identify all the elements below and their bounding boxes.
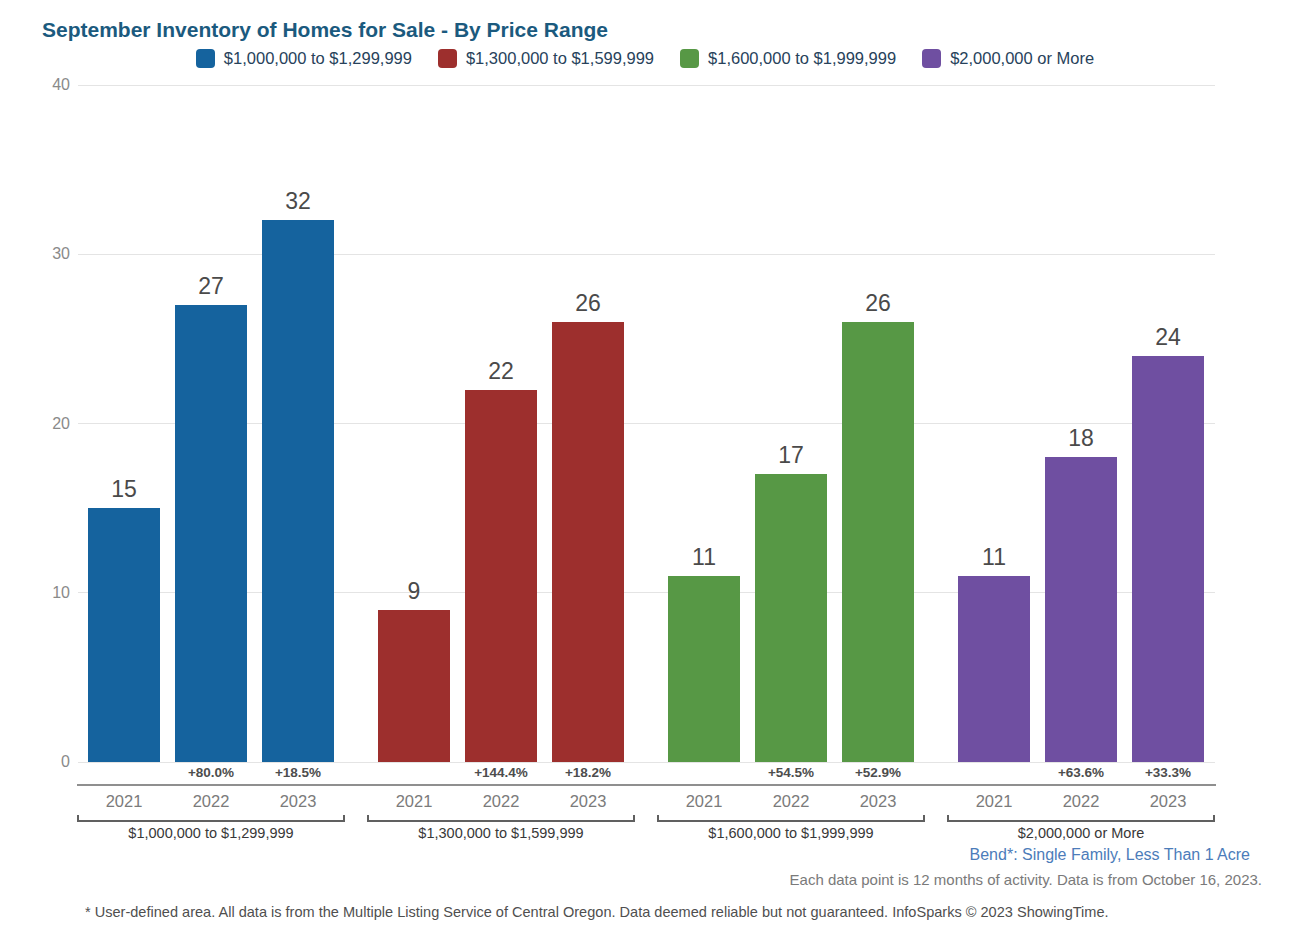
bar-group2-2022[interactable] xyxy=(465,390,537,762)
y-axis-tick-label: 30 xyxy=(0,243,70,265)
group-axis-line xyxy=(77,784,1216,786)
bar-value-label: 15 xyxy=(74,474,174,504)
bar-group3-2022[interactable] xyxy=(755,474,827,762)
legend-item-label: $1,000,000 to $1,299,999 xyxy=(224,49,412,68)
group-bracket xyxy=(367,815,635,822)
area-filter-label: Bend*: Single Family, Less Than 1 Acre xyxy=(970,846,1250,864)
legend-swatch-icon xyxy=(196,49,215,68)
x-axis-year-label: 2023 xyxy=(254,791,342,812)
x-axis-year-label: 2023 xyxy=(834,791,922,812)
bar-group2-2021[interactable] xyxy=(378,610,450,762)
bar-value-label: 26 xyxy=(538,288,638,318)
legend-swatch-icon xyxy=(922,49,941,68)
bar-value-label: 18 xyxy=(1031,423,1131,453)
bar-group1-2022[interactable] xyxy=(175,305,247,762)
bar-value-label: 17 xyxy=(741,440,841,470)
legend-item[interactable]: $2,000,000 or More xyxy=(922,49,1094,68)
group-bracket xyxy=(77,815,345,822)
y-axis-tick-label: 10 xyxy=(0,582,70,604)
gridline-40 xyxy=(78,85,1215,86)
bar-value-label: 11 xyxy=(944,542,1044,572)
pct-change-label: +144.4% xyxy=(451,763,551,782)
bar-group4-2021[interactable] xyxy=(958,576,1030,762)
pct-change-label: +18.2% xyxy=(538,763,638,782)
legend-item[interactable]: $1,000,000 to $1,299,999 xyxy=(196,49,412,68)
disclaimer: * User-defined area. All data is from th… xyxy=(85,903,1109,920)
bar-value-label: 22 xyxy=(451,356,551,386)
bar-value-label: 26 xyxy=(828,288,928,318)
gridline-30 xyxy=(78,254,1215,255)
x-axis-year-label: 2022 xyxy=(747,791,835,812)
bar-value-label: 24 xyxy=(1118,322,1218,352)
bar-group1-2023[interactable] xyxy=(262,220,334,762)
bar-value-label: 11 xyxy=(654,542,754,572)
group-range-label: $1,600,000 to $1,999,999 xyxy=(657,824,925,843)
pct-change-label: +63.6% xyxy=(1031,763,1131,782)
chart-page: September Inventory of Homes for Sale - … xyxy=(0,0,1315,946)
x-axis-year-label: 2022 xyxy=(167,791,255,812)
x-axis-year-label: 2021 xyxy=(80,791,168,812)
x-axis-year-label: 2021 xyxy=(950,791,1038,812)
group-bracket xyxy=(657,815,925,822)
pct-change-label: +54.5% xyxy=(741,763,841,782)
bar-group3-2023[interactable] xyxy=(842,322,914,762)
bar-group2-2023[interactable] xyxy=(552,322,624,762)
bar-group3-2021[interactable] xyxy=(668,576,740,762)
y-axis-tick-label: 20 xyxy=(0,413,70,435)
data-note: Each data point is 12 months of activity… xyxy=(790,871,1262,888)
group-range-label: $2,000,000 or More xyxy=(947,824,1215,843)
x-axis-year-label: 2023 xyxy=(544,791,632,812)
pct-change-label: +18.5% xyxy=(248,763,348,782)
chart-title: September Inventory of Homes for Sale - … xyxy=(42,18,608,42)
bar-group1-2021[interactable] xyxy=(88,508,160,762)
pct-change-label: +80.0% xyxy=(161,763,261,782)
x-axis-year-label: 2022 xyxy=(457,791,545,812)
pct-change-label: +52.9% xyxy=(828,763,928,782)
x-axis-year-label: 2022 xyxy=(1037,791,1125,812)
pct-change-label: +33.3% xyxy=(1118,763,1218,782)
legend-swatch-icon xyxy=(680,49,699,68)
group-range-label: $1,300,000 to $1,599,999 xyxy=(367,824,635,843)
bar-group4-2023[interactable] xyxy=(1132,356,1204,762)
group-range-label: $1,000,000 to $1,299,999 xyxy=(77,824,345,843)
legend-item-label: $2,000,000 or More xyxy=(950,49,1094,68)
bar-value-label: 32 xyxy=(248,186,348,216)
group-bracket xyxy=(947,815,1215,822)
legend-item[interactable]: $1,300,000 to $1,599,999 xyxy=(438,49,654,68)
legend-item-label: $1,300,000 to $1,599,999 xyxy=(466,49,654,68)
legend: $1,000,000 to $1,299,999 $1,300,000 to $1… xyxy=(0,49,1290,68)
y-axis-tick-label: 0 xyxy=(0,751,70,773)
x-axis-year-label: 2023 xyxy=(1124,791,1212,812)
x-axis-year-label: 2021 xyxy=(660,791,748,812)
legend-item-label: $1,600,000 to $1,999,999 xyxy=(708,49,896,68)
legend-swatch-icon xyxy=(438,49,457,68)
y-axis-tick-label: 40 xyxy=(0,74,70,96)
bar-group4-2022[interactable] xyxy=(1045,457,1117,762)
x-axis-year-label: 2021 xyxy=(370,791,458,812)
bar-value-label: 9 xyxy=(364,576,464,606)
bar-value-label: 27 xyxy=(161,271,261,301)
legend-item[interactable]: $1,600,000 to $1,999,999 xyxy=(680,49,896,68)
